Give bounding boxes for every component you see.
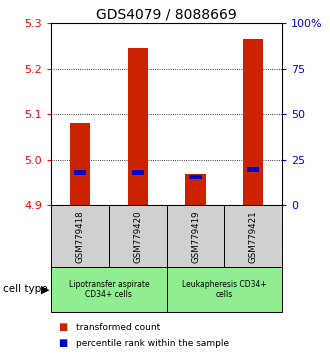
Bar [74,170,86,175]
Text: transformed count: transformed count [76,323,160,332]
Text: ■: ■ [58,322,67,332]
Bar [224,205,282,267]
Bar [167,267,282,312]
Bar [247,167,259,172]
Bar [51,267,167,312]
Text: GSM779421: GSM779421 [249,210,258,263]
Text: ■: ■ [58,338,67,348]
Text: ▶: ▶ [41,284,50,295]
Text: percentile rank within the sample: percentile rank within the sample [76,339,229,348]
Bar [70,123,90,205]
Bar [109,205,167,267]
Bar [185,174,206,205]
Text: cell type: cell type [3,284,48,295]
Text: GSM779420: GSM779420 [133,210,142,263]
Text: GSM779418: GSM779418 [76,210,84,263]
Bar [189,175,202,179]
Text: GSM779419: GSM779419 [191,210,200,263]
Bar [243,39,263,205]
Bar [51,205,109,267]
Text: Lipotransfer aspirate
CD34+ cells: Lipotransfer aspirate CD34+ cells [69,280,149,299]
Title: GDS4079 / 8088669: GDS4079 / 8088669 [96,8,237,22]
Bar [132,170,144,175]
Bar [167,205,224,267]
Text: Leukapheresis CD34+
cells: Leukapheresis CD34+ cells [182,280,267,299]
Bar [128,48,148,205]
